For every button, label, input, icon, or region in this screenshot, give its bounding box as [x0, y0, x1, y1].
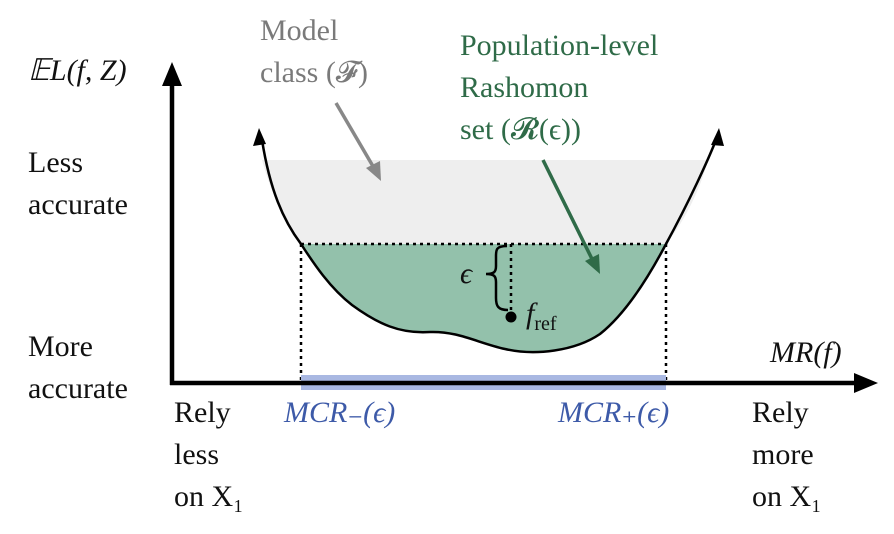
mcr-minus-label: MCR₋(ϵ)	[283, 396, 395, 429]
rashomon-arrow-line	[541, 159, 594, 260]
rashomon-set-region	[301, 244, 666, 353]
f-ref-subscript: ref	[534, 313, 557, 335]
model-class-arrowhead	[366, 161, 381, 181]
epsilon-brace	[485, 244, 509, 312]
x-axis-right-label-line-1: Rely	[752, 396, 809, 429]
y-axis-bottom-label-line-2: accurate	[28, 372, 128, 405]
rashomon-set-label-line-3: set (𝓡(ϵ))	[460, 113, 581, 146]
rashomon-arrowhead	[585, 254, 600, 274]
x-axis-left-label-line-2: less	[174, 438, 219, 471]
model-class-region	[262, 160, 708, 244]
f-ref-point	[505, 311, 517, 323]
x-axis-left-label-line-1: Rely	[174, 396, 231, 429]
rashomon-set-label: Population-level Rashomon set (𝓡(ϵ))	[460, 29, 666, 146]
y-axis-top-label-line-2: accurate	[28, 188, 128, 221]
model-class-label-line-1: Model	[260, 14, 338, 47]
loss-curve-left-arrowhead	[253, 128, 266, 146]
y-axis-label: 𝔼L(f, Z)	[28, 54, 127, 87]
x-axis-left-label-line-3: on X₁	[174, 480, 244, 513]
mcr-plus-label: MCR₊(ϵ)	[557, 396, 669, 429]
y-axis-arrowhead	[162, 62, 182, 86]
loss-curve	[260, 139, 718, 354]
y-axis-top-label: Less accurate	[28, 146, 128, 221]
x-axis-right-label: Rely more on X₁	[752, 396, 822, 513]
y-axis-bottom-label: More accurate	[28, 330, 128, 405]
x-axis-right-label-line-2: more	[752, 438, 814, 471]
x-axis-label: MR(f)	[769, 336, 842, 369]
y-axis-top-label-line-1: Less	[28, 146, 83, 179]
model-class-arrow-line	[334, 102, 376, 169]
loss-curve-right-arrowhead	[711, 128, 724, 146]
y-axis-bottom-label-line-1: More	[28, 330, 93, 363]
model-class-label-line-2: class (𝓕)	[260, 56, 368, 89]
rashomon-set-label-line-1: Population-level	[460, 29, 658, 62]
x-axis-left-label: Rely less on X₁	[174, 396, 244, 513]
x-axis-arrowhead	[854, 373, 878, 393]
epsilon-label: ϵ	[460, 257, 474, 290]
x-axis-right-label-line-3: on X₁	[752, 480, 822, 513]
rashomon-set-label-line-2: Rashomon	[460, 71, 588, 104]
model-class-label: Model class (𝓕)	[260, 14, 368, 89]
